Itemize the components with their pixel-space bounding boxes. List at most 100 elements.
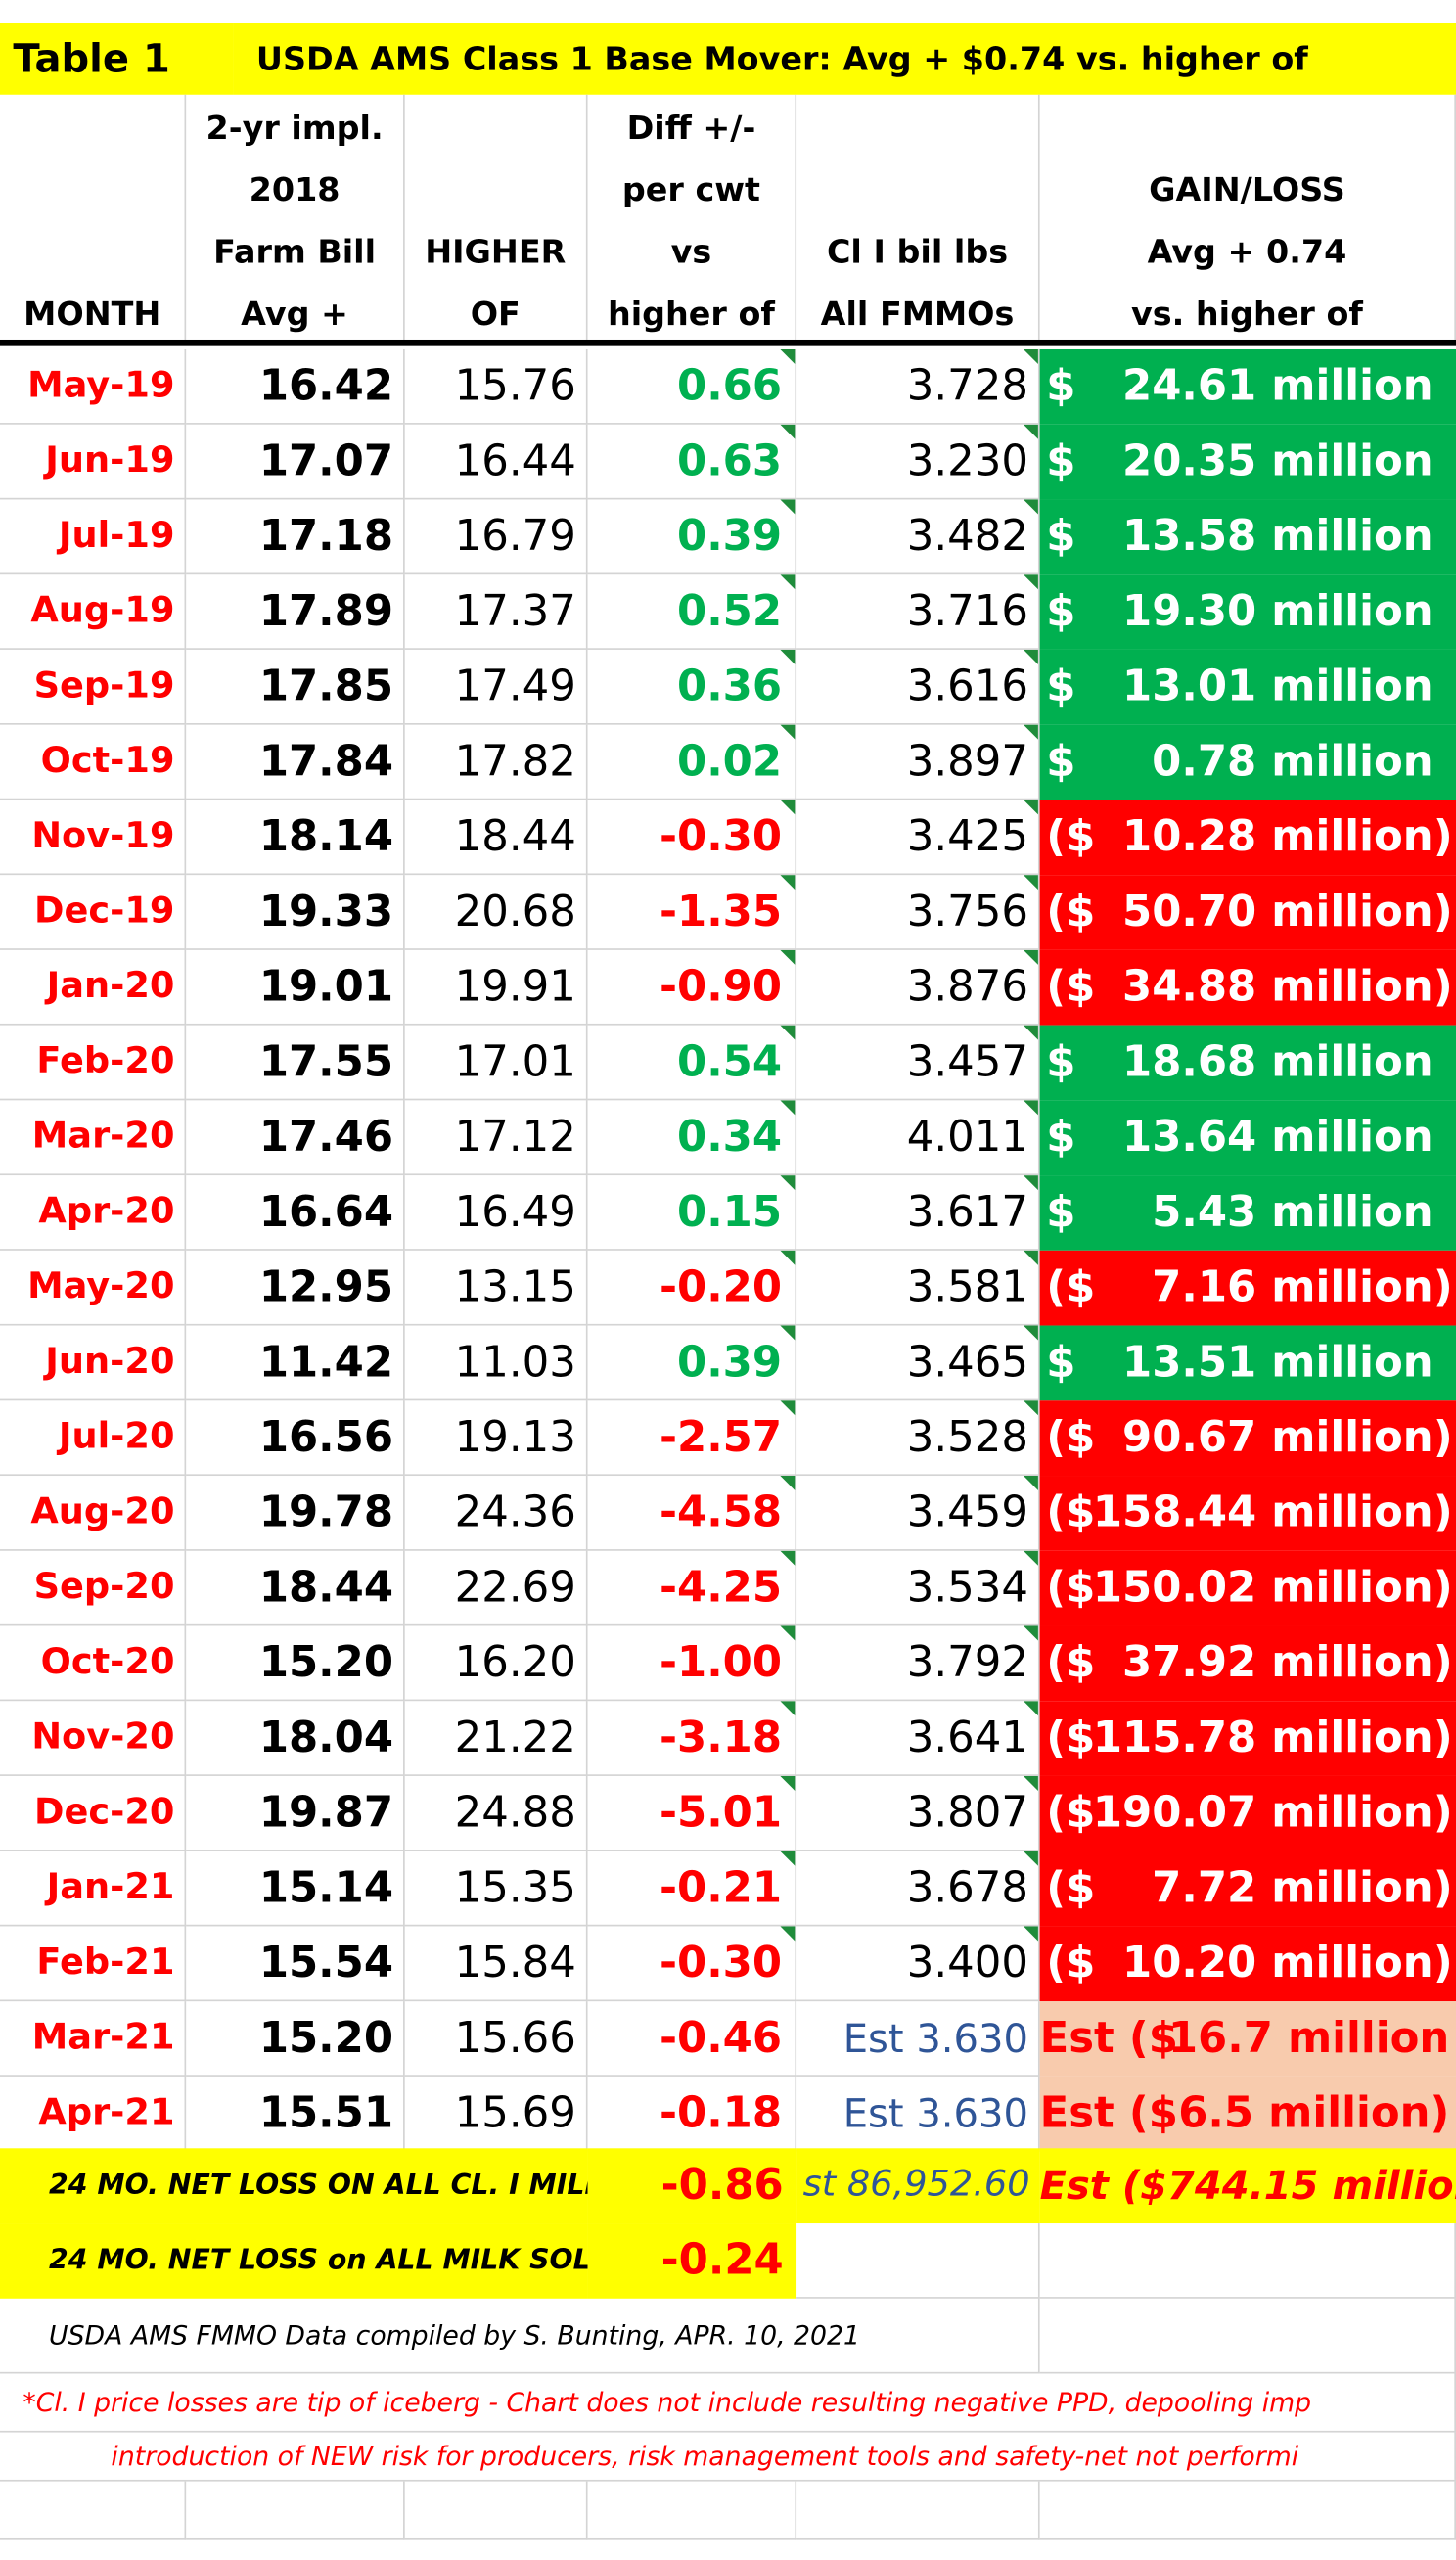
month-cell: Nov-20 [0, 1701, 187, 1776]
gain-loss-amount: 24.61 million [1122, 362, 1433, 412]
cell-flag-icon [780, 949, 796, 965]
avg-cell: 15.51 [186, 2076, 405, 2152]
diff-cell: -5.01 [587, 1775, 797, 1851]
cell-flag-icon [1023, 1400, 1038, 1416]
cell-flag-icon [1023, 875, 1038, 891]
higher-of-cell: 16.20 [404, 1625, 588, 1702]
currency-symbol: Est ($ [1039, 2089, 1178, 2139]
cell-flag-icon [780, 1250, 796, 1265]
month-cell: Feb-21 [0, 1926, 187, 2002]
month-cell: Jun-20 [0, 1325, 187, 1401]
cl1-bil-lbs-cell: 3.756 [796, 875, 1040, 950]
higher-of-cell: 19.13 [404, 1400, 588, 1477]
closing-paren: ) [1433, 1789, 1453, 1839]
empty-cell [404, 2481, 588, 2540]
cell-flag-icon [1023, 1851, 1038, 1866]
gain-loss-amount: 5.43 million [1152, 1188, 1433, 1238]
avg-cell: 11.42 [186, 1325, 405, 1401]
cell-flag-icon [780, 424, 796, 439]
diff-cell: -0.46 [587, 2001, 797, 2077]
diff-cell: -4.58 [587, 1476, 797, 1551]
diff-cell-text: 0.54 [677, 1037, 783, 1087]
cell-flag-icon [1023, 724, 1038, 740]
diff-cell: -0.30 [587, 800, 797, 876]
closing-paren: ) [1433, 1714, 1453, 1763]
gain-loss-amount: 18.68 million [1122, 1037, 1433, 1087]
higher-of-cell: 15.35 [404, 1851, 588, 1927]
header-avg: 2-yr impl. 2018 Farm Bill Avg + [186, 94, 405, 343]
gain-loss-amount: 7.72 million [1152, 1864, 1433, 1914]
diff-cell-text: -5.01 [660, 1789, 783, 1839]
diff-cell-text: -1.35 [660, 888, 783, 937]
cl1-bil-lbs-cell-text: 3.230 [906, 437, 1028, 487]
diff-cell: 0.02 [587, 724, 797, 800]
cell-flag-icon [780, 1325, 796, 1341]
avg-cell: 16.64 [186, 1175, 405, 1251]
source-credit: USDA AMS FMMO Data compiled by S. Buntin… [0, 2298, 1040, 2374]
header-month: MONTH [0, 94, 187, 343]
gain-loss-amount: 16.7 million [1167, 2014, 1450, 2064]
diff-cell: -1.35 [587, 875, 797, 950]
net-loss-cl1-label: 24 MO. NET LOSS ON ALL CL. I MILK [0, 2148, 588, 2224]
empty-cell [1039, 2481, 1456, 2540]
cl1-bil-lbs-cell: 3.528 [796, 1400, 1040, 1477]
month-cell: Apr-21 [0, 2076, 187, 2152]
diff-cell-text: -1.00 [660, 1638, 783, 1688]
gain-loss-cell: $20.35 million [1039, 424, 1456, 500]
cl1-bil-lbs-cell: 3.641 [796, 1701, 1040, 1776]
cell-flag-icon [1023, 1476, 1038, 1491]
diff-cell-text: 0.15 [677, 1188, 783, 1238]
cell-flag-icon [1023, 649, 1038, 664]
gain-loss-cell: ($ 7.72 million) [1039, 1851, 1456, 1927]
cl1-bil-lbs-cell: 3.459 [796, 1476, 1040, 1551]
gain-loss-cell: $5.43 million [1039, 1175, 1456, 1251]
cl1-bil-lbs-cell-text: 4.011 [906, 1113, 1028, 1163]
header-gain: GAIN/LOSS Avg + 0.74 vs. higher of [1039, 94, 1456, 343]
cell-flag-icon [780, 1775, 796, 1791]
diff-cell: 0.66 [587, 348, 797, 425]
cell-flag-icon [1023, 1775, 1038, 1791]
closing-paren: ) [1433, 888, 1453, 937]
gain-loss-cell: $18.68 million [1039, 1025, 1456, 1101]
diff-cell-text: -2.57 [660, 1413, 783, 1463]
closing-paren: ) [1433, 1939, 1453, 1989]
cl1-bil-lbs-cell-text: 3.457 [906, 1037, 1028, 1087]
avg-cell: 19.87 [186, 1775, 405, 1851]
gain-loss-cell: ($ 90.67 million) [1039, 1400, 1456, 1477]
gain-loss-amount: 115.78 million [1092, 1714, 1433, 1763]
avg-cell: 18.44 [186, 1550, 405, 1626]
avg-cell: 19.33 [186, 875, 405, 950]
currency-symbol: $ [1046, 587, 1076, 637]
diff-cell-text: 0.36 [677, 663, 783, 712]
month-cell: Nov-19 [0, 800, 187, 876]
gain-loss-cell: $13.51 million [1039, 1325, 1456, 1401]
higher-of-cell: 11.03 [404, 1325, 588, 1401]
closing-paren: ) [1433, 1864, 1453, 1914]
cell-flag-icon [1023, 1926, 1038, 1942]
gain-loss-amount: 90.67 million [1122, 1413, 1433, 1463]
cl1-bil-lbs-cell: 3.616 [796, 649, 1040, 725]
higher-of-cell: 15.76 [404, 348, 588, 425]
diff-cell-text: -4.58 [660, 1488, 783, 1538]
gain-loss-amount: 6.5 million) [1178, 2089, 1450, 2139]
cl1-bil-lbs-cell-text: 3.400 [906, 1939, 1028, 1989]
gain-loss-cell: ($ 115.78 million) [1039, 1701, 1456, 1776]
cl1-bil-lbs-cell-text: 3.616 [906, 663, 1028, 712]
higher-of-cell: 16.49 [404, 1175, 588, 1251]
cell-flag-icon [1023, 1025, 1038, 1040]
currency-symbol: ($ [1046, 963, 1096, 1013]
cell-flag-icon [780, 574, 796, 590]
gain-loss-amount: 13.64 million [1122, 1113, 1433, 1163]
footer-empty [1039, 2298, 1456, 2374]
cl1-bil-lbs-cell-text: 3.678 [906, 1864, 1028, 1914]
gain-loss-cell: $13.01 million [1039, 649, 1456, 725]
cl1-bil-lbs-cell-text: 3.716 [906, 587, 1028, 637]
avg-cell: 17.85 [186, 649, 405, 725]
higher-of-cell: 19.91 [404, 949, 588, 1026]
gain-loss-cell: Est ($ 6.5 million) [1039, 2076, 1456, 2152]
month-cell: Mar-21 [0, 2001, 187, 2077]
cl1-bil-lbs-cell: 3.425 [796, 800, 1040, 876]
cl1-bil-lbs-cell: Est 3.630 [796, 2076, 1040, 2152]
diff-cell: -0.18 [587, 2076, 797, 2152]
table-subtitle: USDA AMS Class 1 Base Mover: Avg + $0.74… [233, 23, 1456, 95]
